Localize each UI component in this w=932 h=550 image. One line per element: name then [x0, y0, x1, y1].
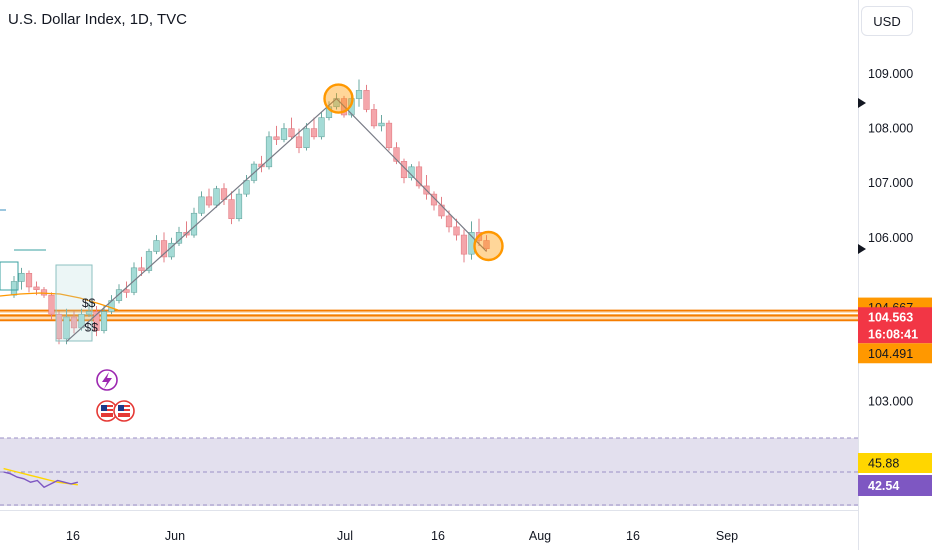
candle [445, 215, 453, 228]
trend-line [66, 97, 487, 342]
candle [385, 122, 393, 149]
candle [453, 226, 460, 236]
y-tick-label-4: 103.000 [868, 395, 913, 409]
last-price-tag: 104.563 [868, 310, 913, 324]
flag-stripe-icon [101, 411, 113, 413]
candle [93, 311, 100, 331]
price-tag-lower: 104.491 [868, 347, 913, 361]
candle [100, 311, 108, 331]
circle-marker-0 [323, 83, 354, 114]
currency-button[interactable]: USD [861, 6, 913, 36]
rsi-ma-tag: 42.54 [868, 479, 899, 493]
candle [280, 128, 288, 140]
flag-canton-icon [101, 405, 107, 411]
candle [48, 294, 55, 315]
last-price-tag-bg [858, 307, 932, 344]
lightning-icon [102, 372, 112, 389]
candle [228, 199, 235, 219]
candle [265, 136, 273, 168]
candle [295, 136, 303, 149]
scroll-arrow-icon [858, 244, 866, 254]
x-tick-label-5: 16 [626, 529, 640, 543]
range-box-left [0, 261, 19, 291]
candle [205, 196, 213, 206]
y-tick-label-0: 109.000 [868, 67, 913, 81]
x-tick-label-4: Aug [529, 529, 551, 543]
candle [18, 272, 25, 282]
dollar-label-2: $$ [84, 320, 98, 334]
candle [153, 240, 160, 252]
flag-stripe-icon [118, 411, 130, 413]
candle [198, 196, 205, 214]
dollar-label-1: $$ [82, 296, 96, 310]
candle [378, 122, 385, 127]
circle-marker-1 [473, 230, 504, 262]
candle [138, 267, 145, 271]
ma-curve [0, 292, 119, 311]
rsi-ma-tag-bg [858, 475, 932, 496]
candle [430, 193, 438, 206]
x-tick-label-1: Jun [165, 529, 185, 543]
candle [438, 204, 445, 217]
candle [318, 117, 325, 138]
candle [160, 240, 168, 258]
candle [370, 109, 378, 127]
candle [415, 166, 423, 187]
candle [63, 316, 70, 340]
candle [325, 106, 333, 118]
candle [190, 212, 198, 236]
candle [273, 136, 280, 140]
candle [303, 128, 310, 149]
candle [310, 128, 318, 138]
candle [243, 180, 250, 195]
candle [70, 316, 78, 329]
candle [288, 128, 295, 138]
candle [355, 90, 363, 99]
candle [460, 234, 468, 255]
candle [393, 147, 400, 162]
candle [115, 289, 123, 301]
flag-canton-icon [118, 405, 124, 411]
x-tick-label-6: Sep [716, 529, 738, 543]
countdown-tag: 16:08:41 [868, 327, 918, 341]
x-tick-label-2: Jul [337, 529, 353, 543]
candle [483, 240, 490, 250]
candle [25, 272, 33, 288]
x-tick-label-3: 16 [431, 529, 445, 543]
x-tick-label-0: 16 [66, 529, 80, 543]
y-tick-label-3: 106.000 [868, 231, 913, 245]
candle [33, 286, 40, 290]
chart-title: U.S. Dollar Index, 1D, TVC [8, 11, 187, 28]
price-tag-lower-bg [858, 343, 932, 364]
candle [123, 289, 130, 293]
candle [40, 289, 48, 296]
candle [235, 193, 243, 219]
y-tick-label-2: 107.000 [868, 176, 913, 190]
rsi-value-tag-bg [858, 453, 932, 473]
rsi-value-tag: 45.88 [868, 457, 899, 471]
rsi-line [3, 471, 79, 489]
candle [213, 188, 220, 206]
candle [145, 251, 153, 271]
range-box [55, 264, 93, 342]
candle [363, 90, 370, 110]
scroll-arrow-icon [858, 98, 866, 108]
y-tick-label-1: 108.000 [868, 122, 913, 136]
candle [10, 281, 18, 296]
